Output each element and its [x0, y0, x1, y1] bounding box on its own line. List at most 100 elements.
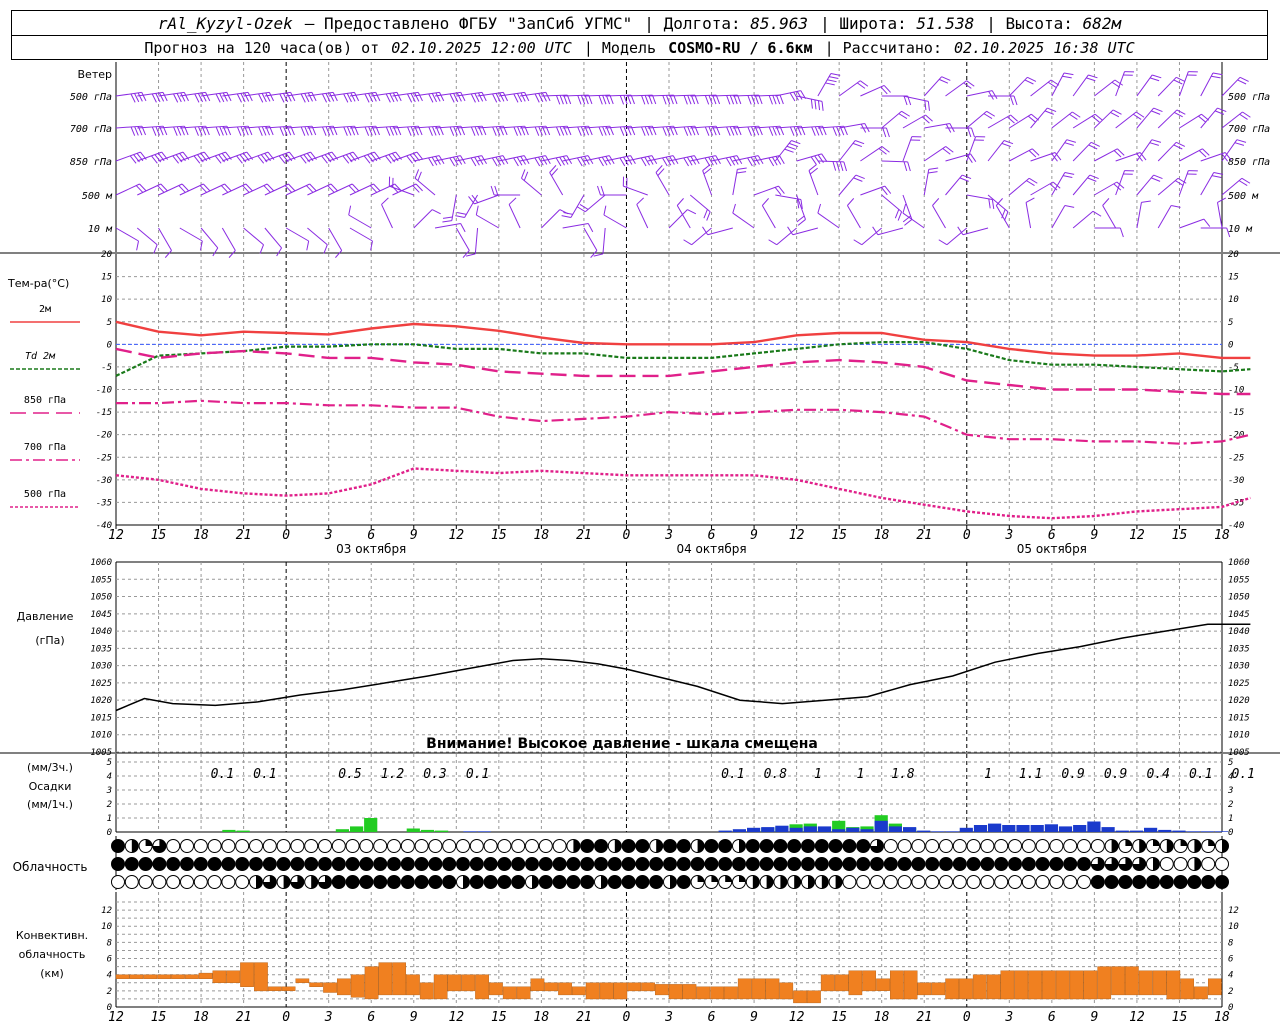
wind-barb-flag: [494, 185, 499, 196]
wind-barb-shaft: [541, 94, 568, 97]
wind-barb-shaft: [1051, 111, 1073, 129]
wind-barb-shaft: [761, 205, 776, 229]
hour-label-bottom: 15: [491, 1010, 507, 1024]
wind-barb-flag: [240, 126, 246, 136]
wind-barb: [562, 222, 594, 233]
cloud-cover-icon: [290, 857, 305, 871]
cloud-cover-icon: [359, 875, 374, 889]
wind-barb: [1009, 113, 1039, 129]
wind-barb: [1030, 181, 1061, 196]
conv-cloud-bar: [475, 974, 489, 1000]
conv-cloud-bar: [627, 982, 642, 992]
wind-barb-shaft: [521, 177, 542, 196]
wind-barb: [655, 165, 670, 196]
wind-barb-flag: [495, 93, 501, 103]
cloud-fill: [1215, 875, 1229, 889]
cloud-cover-icon: [511, 839, 526, 853]
wind-barb: [243, 183, 275, 196]
wind-barb-flag: [796, 215, 805, 223]
cloud-cover-icon: [166, 839, 181, 853]
wind-barb-flag: [1013, 95, 1018, 106]
precip-bar-snow: [477, 831, 491, 832]
wind-barb-shaft: [776, 227, 797, 246]
wind-barb: [732, 94, 763, 105]
wind-barb-flag: [220, 185, 229, 193]
pressure-tick-right: 1040: [1228, 627, 1250, 637]
cloud-fill: [221, 857, 235, 871]
precip-bar-snow: [463, 831, 477, 832]
wind-barb-shaft: [1072, 141, 1092, 162]
wind-title: Ветер: [78, 68, 112, 81]
conv-unit: (км): [40, 967, 64, 980]
cloud-cover-icon: [663, 857, 677, 871]
wind-barb-flag: [348, 185, 356, 193]
cloud-cover-icon: [180, 875, 194, 889]
wind-barb-shaft: [1094, 79, 1116, 97]
cloud-fill: [884, 857, 898, 871]
wind-barb-shaft: [636, 204, 649, 229]
wind-barb-flag: [183, 92, 189, 102]
wind-barb-flag: [580, 156, 587, 166]
lat-label: | Широта: 51.538: [820, 13, 975, 33]
wind-barb-flag: [151, 155, 158, 164]
cloud-cover-icon: [414, 857, 429, 871]
hour-label-bottom: 15: [151, 1010, 167, 1024]
wind-barb-shaft: [808, 170, 819, 196]
cloud-cover-icon: [635, 857, 650, 871]
wind-barb-flag: [786, 145, 796, 150]
wind-barb-flag: [261, 126, 267, 136]
temp-tick-right: -30: [1228, 476, 1244, 486]
wind-barb-flag: [410, 126, 416, 136]
wind-barb-flag: [474, 156, 480, 166]
wind-barb: [1157, 109, 1186, 129]
cloud-cover-icon: [221, 875, 236, 889]
cloud-cover-icon: [1077, 857, 1091, 871]
wind-barb-flag: [1031, 148, 1040, 156]
cloud-fill: [566, 857, 580, 871]
wind-barb: [1025, 197, 1035, 229]
cloud-fill: [677, 857, 691, 871]
precip-bar-snow: [817, 826, 832, 832]
wind-barb: [676, 198, 691, 229]
hour-label: 15: [491, 528, 507, 543]
wind-barb-flag: [1176, 141, 1186, 147]
wind-level-label: 10 м: [88, 224, 113, 235]
wind-barb-flag: [704, 126, 710, 136]
cloud-fill: [290, 875, 304, 889]
precip-bar-snow: [732, 829, 746, 832]
wind-barb-flag: [690, 95, 696, 105]
conv-tick-left: 4: [107, 971, 112, 981]
cloud-cover-icon: [373, 839, 388, 853]
wind-level-label-right: 500 гПа: [1228, 92, 1270, 103]
wind-barb-shaft: [158, 125, 185, 129]
temp-tick-left: 5: [107, 318, 112, 328]
wind-barb-flag: [322, 126, 327, 136]
pressure-tick-right: 1025: [1228, 679, 1250, 689]
wind-barb-flag: [1091, 115, 1100, 123]
wind-barb-flag: [385, 126, 391, 136]
wind-barb: [137, 91, 168, 103]
wind-barb-flag: [431, 93, 437, 103]
conv-cloud-bar: [364, 966, 379, 1000]
cloud-cover-icon: [525, 857, 539, 871]
conv-cloud-bar: [281, 986, 296, 991]
wind-barb-shaft: [1157, 76, 1177, 97]
precip-sum-label: 0.1: [1232, 767, 1255, 782]
cloud-fill: [1208, 839, 1215, 846]
wind-barb-flag: [702, 164, 711, 171]
wind-barb-flag: [1217, 197, 1227, 203]
cloud-cover-icon: [359, 857, 374, 871]
wind-barb: [243, 91, 275, 103]
wind-barb: [381, 197, 393, 229]
cloud-cover-icon: [994, 875, 1009, 889]
cloud-fill: [580, 875, 594, 889]
wind-barb-shaft: [774, 140, 792, 162]
cloud-cover-icon: [469, 875, 484, 889]
conv-cloud-bar: [1083, 970, 1098, 1000]
wind-barb: [902, 136, 922, 162]
cloud-cover-icon: [966, 875, 981, 889]
wind-level-label-right: 700 гПа: [1228, 124, 1270, 135]
cloud-cover-icon: [345, 875, 360, 889]
wind-barb-shaft: [1221, 177, 1243, 196]
wind-barb-flag: [300, 126, 306, 136]
